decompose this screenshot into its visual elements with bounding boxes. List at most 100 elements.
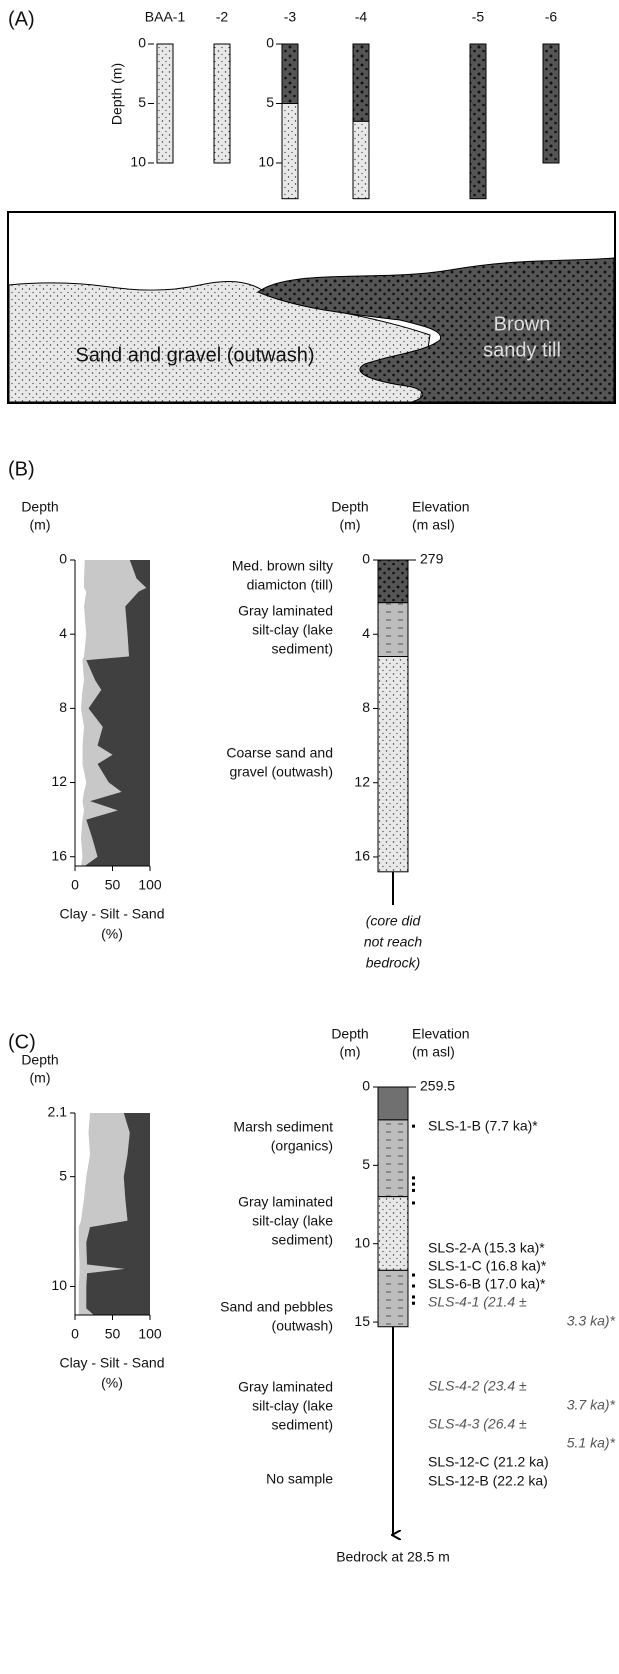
y-tick-label: 5 (266, 94, 274, 110)
bedrock: Bedrock at 28.5 m (336, 1549, 450, 1565)
well-label: BAA-1 (145, 9, 186, 25)
y-tick-label: 0 (266, 35, 274, 51)
unit-description: (outwash) (272, 1318, 333, 1334)
column-unit (377, 559, 409, 604)
well-unit (156, 43, 174, 164)
column-header: (m) (340, 1044, 361, 1060)
y-tick-label: 2.1 (48, 1104, 68, 1120)
well-label: -4 (355, 9, 368, 25)
sample-marker (412, 1284, 415, 1288)
sample-label: SLS-4-3 (26.4 ± (428, 1416, 527, 1432)
sample-marker (412, 1124, 415, 1128)
well-unit (352, 120, 370, 200)
panel-label: (A) (8, 8, 35, 30)
sample-marker (412, 1182, 415, 1186)
unit-description: silt-clay (lake (252, 1398, 333, 1414)
y-tick-label: 12 (354, 773, 370, 789)
y-tick-label: 0 (138, 35, 146, 51)
elevation-label: 279 (420, 551, 444, 567)
y-axis-label: (m) (30, 517, 51, 533)
sample-label: SLS-6-B (17.0 ka)* (428, 1276, 546, 1292)
sample-marker (412, 1273, 415, 1277)
y-tick-label: 10 (51, 1277, 67, 1293)
y-tick-label: 0 (362, 1078, 370, 1094)
y-tick-label: 10 (130, 154, 146, 170)
y-tick-label: 8 (362, 699, 370, 715)
sample-marker (412, 1201, 415, 1205)
column-unit (377, 1196, 409, 1271)
unit-description: Gray laminated (238, 1379, 333, 1395)
x-axis-label: (%) (101, 1375, 123, 1391)
till-body (257, 257, 615, 403)
y-tick-label: 16 (354, 848, 370, 864)
grain-area (86, 1113, 150, 1315)
x-tick-label: 50 (105, 877, 121, 893)
unit-description: Sand and pebbles (220, 1299, 333, 1315)
panel-label: (B) (8, 458, 35, 480)
cross-section (7, 211, 616, 404)
sample-label: 3.7 ka)* (567, 1397, 616, 1413)
column-unit (377, 1086, 409, 1121)
column-unit (377, 1269, 409, 1328)
unit-description: Gray laminated (238, 603, 333, 619)
unit-description: sediment) (272, 1232, 333, 1248)
note: not reach (364, 934, 423, 950)
y-tick-label: 16 (51, 847, 67, 863)
x-tick-label: 100 (138, 1326, 162, 1342)
unit-description: diamicton (till) (247, 577, 333, 593)
unit-description: silt-clay (lake (252, 1213, 333, 1229)
grain-area (75, 560, 87, 866)
column-unit (377, 1119, 409, 1198)
y-tick-label: 0 (59, 551, 67, 567)
well-label: -6 (545, 9, 558, 25)
note: (core did (366, 913, 422, 929)
y-axis-label: (m) (30, 1070, 51, 1086)
grain-area (78, 1113, 130, 1315)
column-header: Depth (331, 499, 368, 515)
y-axis-label: Depth (21, 1052, 58, 1068)
column-unit (377, 656, 409, 873)
grain-area (75, 1113, 90, 1315)
y-tick-label: 15 (354, 1313, 370, 1329)
y-tick-label: 5 (59, 1167, 67, 1183)
y-tick-label: 10 (258, 154, 274, 170)
sample-label: 3.3 ka)* (567, 1313, 616, 1329)
column-header: (m asl) (412, 517, 455, 533)
sample-label: SLS-12-B (22.2 ka) (428, 1473, 548, 1489)
well-unit (281, 43, 299, 104)
well-unit (469, 43, 487, 200)
unit-description: Med. brown silty (232, 558, 333, 574)
sample-marker (412, 1295, 415, 1299)
y-tick-label: 4 (362, 625, 370, 641)
well-unit (213, 43, 231, 164)
unit-description: (organics) (271, 1138, 333, 1154)
sample-label: SLS-12-C (21.2 ka) (428, 1454, 549, 1470)
sample-label: 5.1 ka)* (567, 1435, 616, 1451)
unit-description: gravel (outwash) (230, 764, 334, 780)
column-header: Elevation (412, 1026, 470, 1042)
y-axis-label: Depth (21, 499, 58, 515)
sample-marker (412, 1301, 415, 1305)
grain-area (84, 560, 150, 866)
sample-marker (412, 1188, 415, 1192)
well-unit (281, 103, 299, 200)
sand-body (8, 281, 431, 403)
y-tick-label: 5 (138, 94, 146, 110)
y-tick-label: 12 (51, 773, 67, 789)
note: bedrock) (366, 955, 420, 971)
well-unit (542, 43, 560, 164)
elevation-label: 259.5 (420, 1078, 455, 1094)
y-tick-label: 10 (354, 1234, 370, 1250)
panel-label: (C) (8, 1031, 36, 1053)
sample-label: SLS-4-2 (23.4 ± (428, 1378, 527, 1394)
x-axis-label: Clay - Silt - Sand (59, 906, 164, 922)
sample-label: SLS-1-C (16.8 ka)* (428, 1258, 547, 1274)
x-tick-label: 0 (71, 1326, 79, 1342)
well-label: -5 (472, 9, 485, 25)
x-tick-label: 0 (71, 877, 79, 893)
unit-description: Marsh sediment (233, 1119, 333, 1135)
unit-description: sediment) (272, 1417, 333, 1433)
section-label: Brown (494, 313, 551, 335)
sample-marker (412, 1176, 415, 1180)
y-tick-label: 4 (59, 625, 67, 641)
